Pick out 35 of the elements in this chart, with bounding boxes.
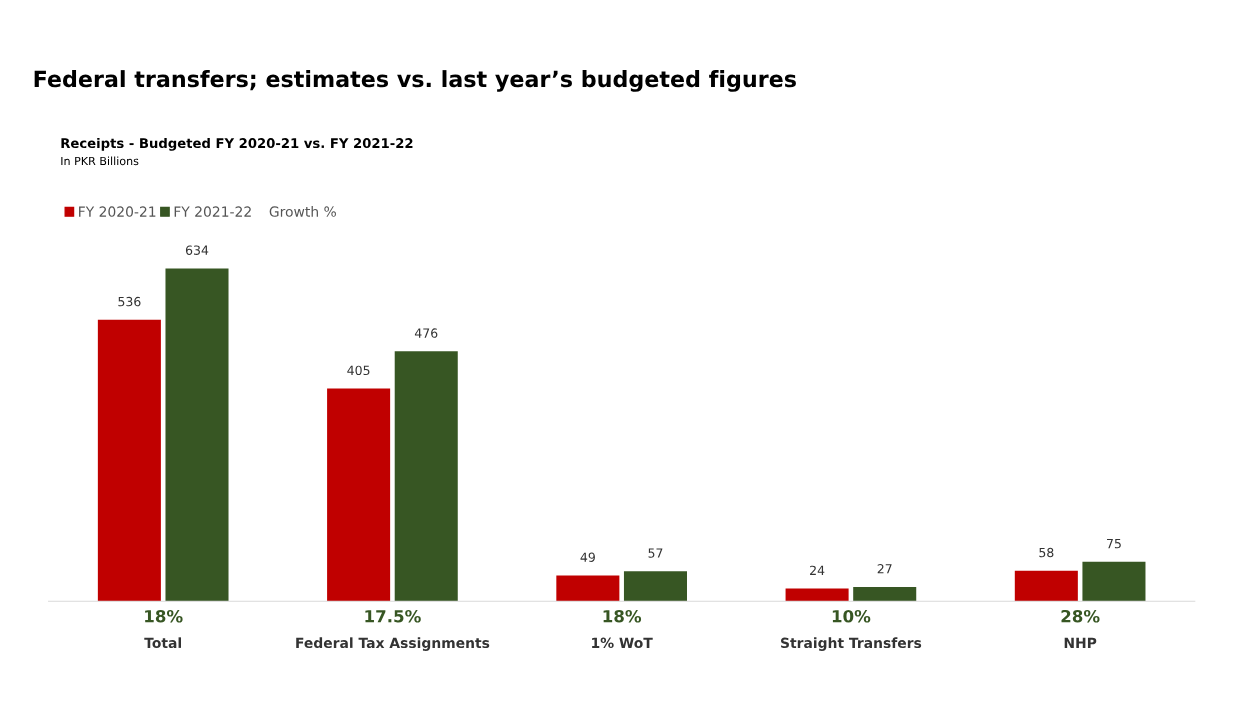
bar: [853, 587, 917, 602]
data-label: 24: [810, 565, 825, 575]
bar: [1082, 561, 1146, 602]
legend-label: FY 2021-22: [174, 206, 251, 217]
text: 18%: [145, 609, 183, 623]
text: 18%: [603, 609, 642, 623]
text: 17.5%: [365, 609, 421, 623]
legend-title: Growth %: [269, 206, 336, 217]
data-label: 476: [414, 328, 438, 338]
data-label: 27: [877, 564, 892, 574]
data-label: 75: [1107, 539, 1121, 549]
bar: [556, 575, 620, 602]
bar: [394, 351, 458, 602]
data-label: 634: [185, 245, 209, 255]
text: 10%: [832, 609, 871, 623]
bar: [1014, 570, 1078, 602]
data-label: 49: [580, 552, 595, 562]
x-tick-label: Straight Transfers: [780, 637, 922, 651]
data-label: 536: [118, 296, 141, 307]
bar: [327, 388, 391, 602]
chart-subtitle: Receipts - Budgeted FY 2020-21 vs. FY 2021-22 In PKR Billions: [61, 137, 413, 166]
legend-label: FY 2020-21: [79, 206, 156, 217]
bar: [165, 268, 229, 602]
x-tick-label: 1% WoT: [592, 637, 653, 649]
data-label: 57: [648, 548, 663, 558]
bar: [785, 588, 849, 602]
bar: [97, 319, 161, 602]
x-tick-label: NHP: [1064, 637, 1097, 648]
data-label: 58: [1039, 547, 1054, 558]
data-label: 405: [347, 365, 370, 376]
x-tick-label: Federal Tax Assignments: [296, 637, 490, 651]
x-tick-label: Total: [144, 637, 181, 649]
text: 28%: [1061, 609, 1100, 623]
chart-title: Federal transfers; estimates vs. last year’s budgeted figures: [34, 70, 796, 92]
bar: [623, 571, 687, 602]
